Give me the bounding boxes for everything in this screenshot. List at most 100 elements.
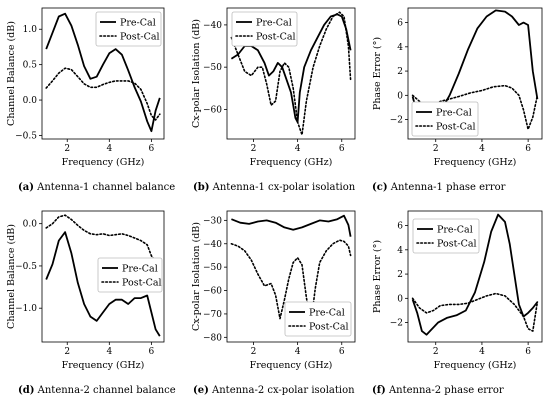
y-tick-label: −40	[203, 240, 222, 250]
y-tick-label: −40	[203, 21, 222, 31]
x-tick-label: 6	[339, 144, 345, 154]
legend-label-post-cal: Post-Cal	[256, 32, 296, 43]
legend-label-post-cal: Post-Cal	[120, 32, 160, 43]
legend-label-pre-cal: Pre-Cal	[437, 225, 473, 236]
y-tick-label: −70	[203, 310, 222, 320]
series-line-pre-cal	[45, 12, 161, 133]
x-tick-label: 6	[525, 347, 531, 357]
legend-label-pre-cal: Pre-Cal	[436, 108, 472, 119]
y-axis-label: Channel Balance (dB)	[6, 224, 17, 329]
x-axis-label: Frequency (GHz)	[62, 360, 145, 371]
x-tick-label: 6	[149, 347, 155, 357]
series-line-pre-cal	[231, 214, 352, 237]
legend: Pre-Cal Post-Cal	[411, 101, 479, 137]
x-tick-label: 6	[525, 144, 531, 154]
y-tick-label: 4	[397, 246, 403, 256]
series-line-post-cal	[45, 67, 161, 121]
panel-caption: (b) Antenna-1 cx-polar isolation	[193, 182, 356, 193]
legend-label-post-cal: Post-Cal	[436, 122, 476, 133]
x-axis-label: Frequency (GHz)	[62, 157, 145, 168]
series-line-pre-cal	[230, 13, 352, 123]
legend-label-post-cal: Post-Cal	[309, 322, 349, 333]
x-tick-label: 4	[479, 347, 485, 357]
x-axis-label: Frequency (GHz)	[250, 360, 333, 371]
x-tick-label: 2	[64, 144, 70, 154]
series-line-post-cal	[45, 214, 161, 272]
axes-frame	[407, 210, 543, 343]
panel-caption: (c) Antenna-1 phase error	[372, 182, 506, 193]
legend: Pre-Cal Post-Cal	[412, 218, 480, 254]
legend: Pre-Cal Post-Cal	[95, 11, 162, 47]
series-line-post-cal	[230, 239, 352, 325]
y-axis-label: Channel Balance (dB)	[6, 21, 17, 126]
y-tick-label: −60	[203, 287, 222, 297]
y-axis-label: Phase Error (°)	[372, 37, 383, 110]
series-line-post-cal	[411, 292, 539, 332]
y-tick-label: −50	[203, 63, 222, 73]
x-axis-label: Frequency (GHz)	[250, 157, 333, 168]
legend-label-post-cal: Post-Cal	[437, 239, 477, 250]
y-tick-label: −80	[203, 333, 222, 343]
y-tick-label: 0	[397, 294, 403, 304]
series-line-pre-cal	[411, 213, 539, 336]
y-tick-label: 2	[397, 270, 403, 280]
series-line-post-cal	[230, 11, 352, 136]
y-tick-label: 0.0	[23, 96, 38, 106]
y-tick-label: 4	[397, 43, 403, 53]
panel-caption: (f) Antenna-2 phase error	[372, 385, 504, 396]
y-tick-label: −1.0	[15, 304, 37, 314]
axes-frame	[41, 210, 165, 343]
x-tick-label: 2	[433, 144, 439, 154]
y-axis-label: Cx-polar Isolation (dB)	[191, 19, 202, 128]
y-tick-label: 6	[397, 19, 403, 29]
y-axis-label: Phase Error (°)	[372, 240, 383, 313]
x-tick-label: 4	[106, 144, 112, 154]
chart-panel-6: 2 4 6 −2 0 2 4 6 Frequency (GHz) Phase Error (°) P…	[372, 210, 543, 396]
chart-panel-3: 2 4 6 −2 0 2 4 6 Frequency (GHz) Phase Error (°) P…	[372, 7, 543, 193]
y-tick-label: 0	[397, 91, 403, 101]
legend-label-pre-cal: Pre-Cal	[122, 264, 158, 275]
y-tick-label: −2	[390, 319, 403, 329]
axes-frame	[226, 210, 356, 343]
legend-label-pre-cal: Pre-Cal	[309, 308, 345, 319]
x-axis-label: Frequency (GHz)	[434, 360, 517, 371]
x-tick-label: 2	[251, 144, 257, 154]
x-tick-label: 6	[339, 347, 345, 357]
y-tick-label: −0.5	[15, 131, 37, 141]
y-tick-label: 0.0	[23, 220, 38, 230]
y-tick-label: 2	[397, 67, 403, 77]
x-tick-label: 4	[295, 144, 301, 154]
x-tick-label: 4	[106, 347, 112, 357]
panel-caption: (e) Antenna-2 cx-polar isolation	[193, 385, 355, 396]
legend: Pre-Cal Post-Cal	[97, 257, 163, 293]
chart-panel-5: 2 4 6 −80 −70 −60 −50 −40 −30 Frequency (GHz) Cx-p…	[191, 210, 356, 396]
legend: Pre-Cal Post-Cal	[231, 11, 298, 47]
y-tick-label: 0.5	[23, 61, 38, 71]
y-tick-label: −0.5	[15, 262, 37, 272]
axes-frame	[226, 7, 356, 140]
legend-label-pre-cal: Pre-Cal	[256, 18, 292, 29]
x-tick-label: 4	[479, 144, 485, 154]
y-tick-label: 6	[397, 222, 403, 232]
x-axis-label: Frequency (GHz)	[434, 157, 517, 168]
y-tick-label: 1.0	[23, 25, 38, 35]
panel-caption: (d) Antenna-2 channel balance	[18, 385, 176, 396]
legend-label-pre-cal: Pre-Cal	[120, 18, 156, 29]
x-tick-label: 2	[64, 347, 70, 357]
legend: Pre-Cal Post-Cal	[284, 301, 352, 337]
series-line-pre-cal	[45, 231, 161, 337]
y-tick-label: −2	[390, 116, 403, 126]
y-tick-label: −60	[203, 105, 222, 115]
chart-panel-2: 2 4 6 −60 −50 −40 Frequency (GHz) Cx-polar Isol…	[191, 7, 356, 193]
axes-frame	[41, 7, 165, 140]
y-axis-label: Cx-polar Isolation (dB)	[191, 222, 202, 331]
y-tick-label: −30	[203, 216, 222, 226]
y-tick-label: −50	[203, 263, 222, 273]
chart-panel-4: 2 4 6 −1.0 −0.5 0.0 Frequency (GHz) Channel Bal…	[6, 210, 176, 396]
x-tick-label: 4	[295, 347, 301, 357]
x-tick-label: 2	[251, 347, 257, 357]
axes-frame	[407, 7, 543, 140]
x-tick-label: 6	[149, 144, 155, 154]
legend-label-post-cal: Post-Cal	[122, 278, 162, 289]
